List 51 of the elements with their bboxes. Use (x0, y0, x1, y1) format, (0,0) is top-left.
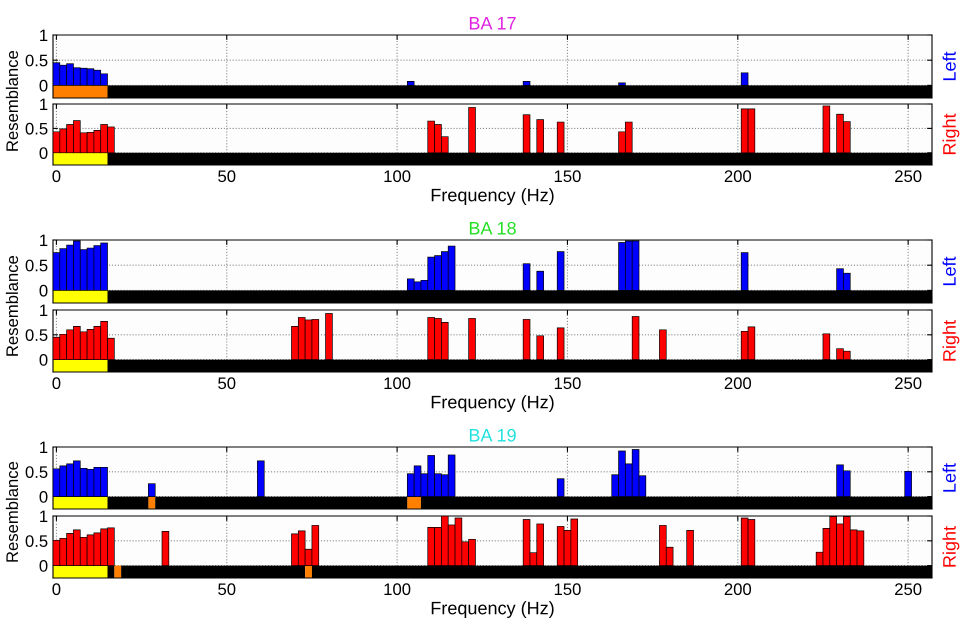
x-tick-label: 100 (384, 377, 410, 390)
y-tick-label: 0 (40, 147, 48, 160)
y-tick-label: 1 (40, 442, 48, 454)
x-tick-label: 100 (384, 170, 410, 182)
x-tick-label: 50 (218, 170, 236, 182)
x-tick-label: 200 (724, 170, 752, 182)
y-tick-label: 1 (40, 30, 48, 42)
y-axis-title: Resemblance (6, 50, 18, 151)
y-tick-label: 1 (40, 234, 48, 246)
chart-title: BA 17 (470, 17, 516, 30)
y-tick-label: 0 (40, 284, 48, 297)
x-tick-label: 200 (724, 377, 752, 390)
x-tick-label: 100 (384, 583, 410, 596)
y-tick-label: 1 (40, 98, 48, 110)
y-tick-label: 0.5 (26, 535, 48, 548)
y-tick-label: 1 (40, 304, 48, 316)
y-axis-title: Resemblance (6, 462, 18, 562)
y-tick-label: 1 (40, 510, 48, 522)
y-tick-label: 0 (40, 560, 48, 572)
y2-axis-title: Right (942, 320, 960, 361)
y-tick-label: 0.5 (26, 260, 48, 272)
x-axis-title: Frequency (Hz) (432, 188, 554, 206)
x-tick-label: 150 (554, 583, 581, 596)
y-tick-label: 0.5 (26, 329, 48, 342)
y-tick-label: 0 (40, 80, 48, 92)
x-tick-label: 0 (52, 377, 60, 390)
x-tick-label: 150 (554, 170, 581, 182)
y-tick-label: 0.5 (26, 54, 48, 66)
y-tick-label: 0.5 (26, 466, 48, 478)
x-tick-label: 250 (895, 377, 922, 390)
y-tick-label: 0 (40, 491, 48, 503)
x-tick-label: 250 (895, 583, 922, 596)
chart-title: BA 18 (470, 222, 516, 235)
y2-axis-title: Right (942, 114, 960, 154)
x-tick-label: 0 (52, 170, 60, 182)
x-tick-label: 150 (554, 377, 581, 390)
x-axis-title: Frequency (Hz) (432, 395, 554, 412)
y-tick-label: 0 (40, 354, 48, 366)
y2-axis-title: Left (942, 52, 956, 80)
x-axis-title: Frequency (Hz) (432, 601, 554, 618)
x-tick-label: 200 (724, 583, 752, 596)
y2-axis-title: Right (942, 526, 960, 567)
chart-title: BA 19 (470, 428, 516, 442)
y-axis-title: Resemblance (6, 256, 18, 356)
y2-axis-title: Left (942, 463, 956, 492)
x-tick-label: 0 (52, 583, 60, 596)
x-tick-label: 250 (895, 170, 922, 182)
y-tick-label: 0.5 (26, 122, 48, 135)
x-tick-label: 50 (218, 377, 236, 390)
y2-axis-title: Left (942, 256, 956, 286)
x-tick-label: 50 (218, 583, 236, 596)
